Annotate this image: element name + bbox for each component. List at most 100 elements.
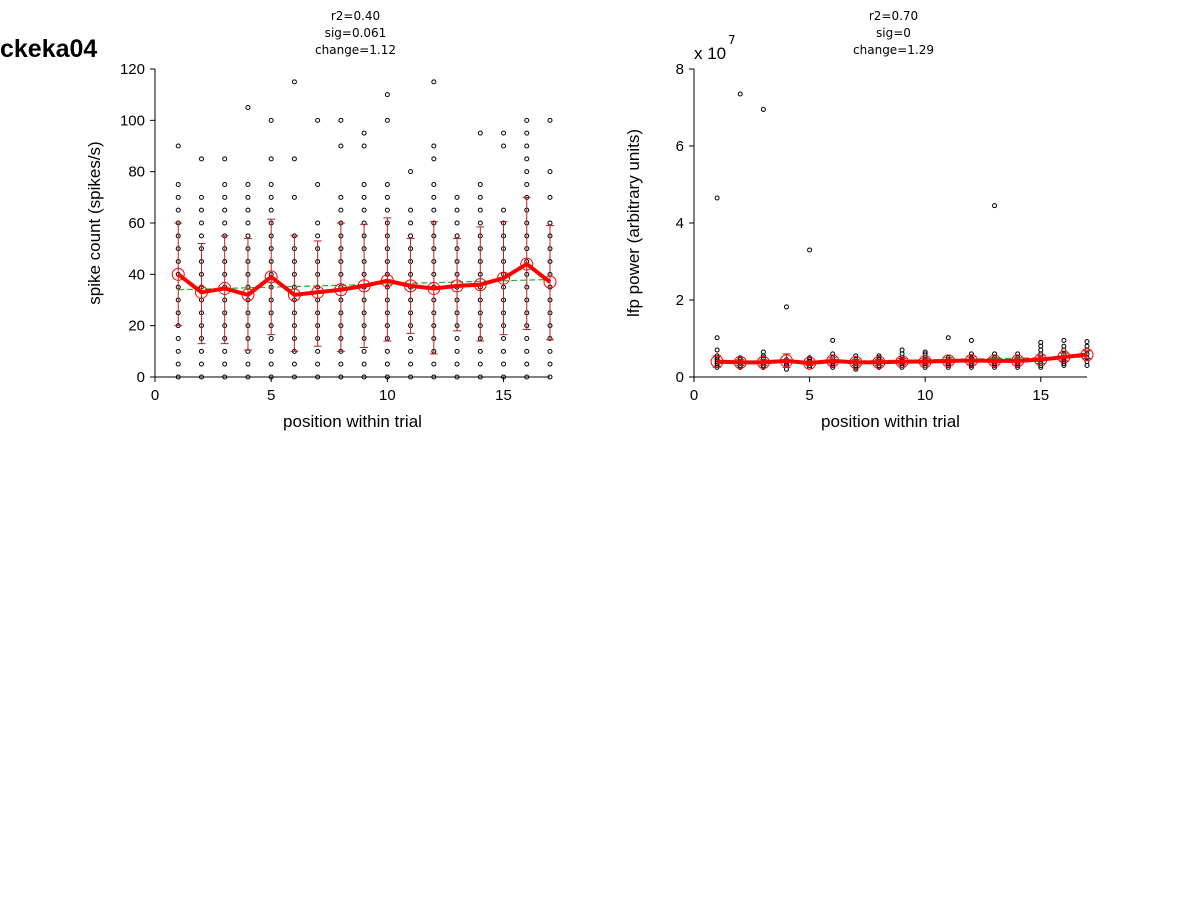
stats-line: change=1.12 xyxy=(315,43,396,57)
trial-point xyxy=(501,130,507,136)
mean-marker xyxy=(756,355,770,369)
mean-marker xyxy=(450,279,464,293)
y-tick-label: 120 xyxy=(120,61,145,78)
trial-point xyxy=(315,348,321,354)
trial-point xyxy=(384,182,390,187)
trial-point xyxy=(268,194,274,200)
trial-point xyxy=(222,348,228,354)
x-tick-label: 0 xyxy=(690,387,698,404)
x-tick-label: 10 xyxy=(379,387,396,404)
trial-point xyxy=(945,335,951,341)
y-tick-label: 80 xyxy=(128,164,145,181)
trial-point xyxy=(501,143,507,149)
trial-point xyxy=(547,348,553,354)
y-tick-label: 100 xyxy=(120,112,145,129)
trial-point xyxy=(198,233,204,239)
trial-point xyxy=(431,361,437,367)
mean-marker xyxy=(1011,354,1025,368)
mean-marker xyxy=(1080,348,1094,362)
trial-point xyxy=(338,117,344,123)
trial-point xyxy=(992,203,998,209)
x-tick-label: 5 xyxy=(267,387,275,404)
trial-point xyxy=(477,361,483,367)
trial-point xyxy=(361,194,367,200)
trial-point xyxy=(222,156,228,162)
trial-point xyxy=(431,156,437,162)
mean-marker xyxy=(733,355,747,369)
x-tick-label: 15 xyxy=(495,387,512,404)
mean-marker xyxy=(218,281,232,295)
y-tick-label: 6 xyxy=(676,138,684,155)
trial-point xyxy=(477,207,483,213)
x-tick-label: 5 xyxy=(805,387,813,404)
y-tick-label: 0 xyxy=(137,369,145,386)
trial-point xyxy=(431,374,437,380)
trial-point xyxy=(477,348,483,354)
trial-point xyxy=(384,194,390,200)
mean-marker xyxy=(427,281,441,295)
mean-marker xyxy=(941,354,955,368)
trial-point xyxy=(876,353,882,359)
mean-marker xyxy=(497,271,511,285)
trial-point xyxy=(291,194,297,200)
trial-point xyxy=(198,361,204,367)
trial-point xyxy=(268,374,274,380)
trial-point xyxy=(454,361,460,367)
trial-point xyxy=(175,361,181,367)
trial-point xyxy=(807,247,813,253)
trial-point xyxy=(714,335,720,341)
mean-marker xyxy=(710,355,724,369)
trial-point xyxy=(175,374,181,380)
trial-point xyxy=(222,207,228,213)
trial-point xyxy=(222,374,228,380)
x-axis-label: position within trial xyxy=(283,412,422,431)
y-exponent-power: 7 xyxy=(728,33,736,47)
trial-point xyxy=(1038,339,1044,345)
mean-marker xyxy=(473,278,487,292)
trial-point xyxy=(245,105,251,110)
y-axis-label: lfp power (arbitrary units) xyxy=(624,129,643,317)
y-tick-label: 20 xyxy=(128,318,145,335)
trial-point xyxy=(268,207,274,213)
trial-point xyxy=(454,233,460,239)
x-tick-label: 15 xyxy=(1032,387,1049,404)
trial-point xyxy=(408,220,414,226)
trial-point xyxy=(384,92,390,98)
trial-point xyxy=(408,361,414,367)
trial-point xyxy=(222,220,228,226)
trial-point xyxy=(714,347,720,353)
trial-point xyxy=(454,220,460,226)
trial-point xyxy=(547,361,553,367)
trial-point xyxy=(737,91,743,97)
x-axis-label: position within trial xyxy=(821,412,960,431)
trial-point xyxy=(501,348,507,354)
trial-point xyxy=(175,207,181,213)
trial-point xyxy=(524,130,530,136)
trial-point xyxy=(968,351,974,357)
trial-point xyxy=(245,182,251,187)
trial-point xyxy=(1061,337,1067,343)
trial-point xyxy=(338,361,344,367)
mean-marker xyxy=(779,354,793,368)
trial-point xyxy=(175,182,181,187)
trial-point xyxy=(454,348,460,354)
trial-point xyxy=(454,336,460,341)
y-tick-label: 40 xyxy=(128,266,145,283)
mean-marker xyxy=(287,288,301,302)
trial-point xyxy=(408,348,414,354)
trial-point xyxy=(338,143,344,149)
mean-marker xyxy=(264,270,278,284)
stats-line: r2=0.40 xyxy=(331,9,380,23)
trial-point xyxy=(524,117,530,123)
trial-point xyxy=(501,374,507,380)
trial-point xyxy=(315,117,321,123)
trial-point xyxy=(501,336,507,341)
trial-point xyxy=(361,207,367,213)
lfp-power-panel: r2=0.70 sig=0 change=1.29 0 5 10 15 0 2 4 6 8 positi… xyxy=(624,9,1094,431)
trial-point xyxy=(175,348,181,354)
trial-point xyxy=(408,233,414,239)
trial-point xyxy=(384,374,390,380)
mean-marker xyxy=(241,288,255,302)
trial-point xyxy=(245,194,251,200)
